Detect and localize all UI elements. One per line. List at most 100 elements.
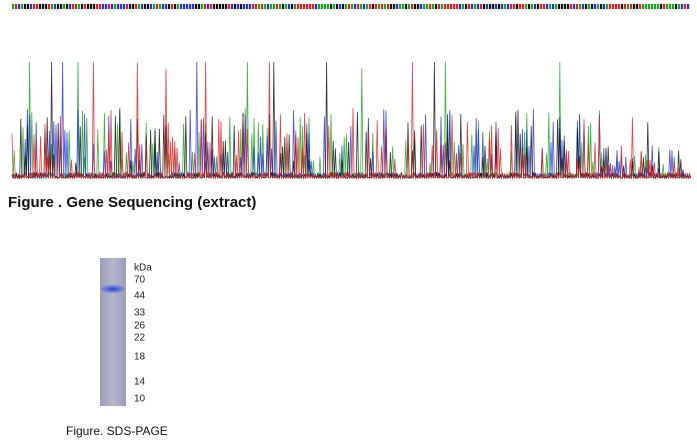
base-call xyxy=(207,4,210,9)
base-call xyxy=(282,4,285,9)
base-call xyxy=(354,4,357,9)
base-call xyxy=(540,4,543,9)
base-call xyxy=(237,4,240,9)
base-call xyxy=(189,4,192,9)
base-call xyxy=(99,4,102,9)
base-call xyxy=(120,4,123,9)
base-call xyxy=(597,4,600,9)
base-call xyxy=(87,4,90,9)
base-call xyxy=(555,4,558,9)
base-call xyxy=(255,4,258,9)
base-call xyxy=(57,4,60,9)
unit-label: kDa xyxy=(134,263,152,274)
base-call xyxy=(546,4,549,9)
base-call xyxy=(342,4,345,9)
base-call xyxy=(192,4,195,9)
base-call xyxy=(612,4,615,9)
base-call xyxy=(441,4,444,9)
base-call xyxy=(507,4,510,9)
base-call xyxy=(426,4,429,9)
base-call xyxy=(645,4,648,9)
base-call xyxy=(429,4,432,9)
base-call xyxy=(432,4,435,9)
base-call xyxy=(375,4,378,9)
base-call xyxy=(573,4,576,9)
base-call xyxy=(468,4,471,9)
base-call xyxy=(165,4,168,9)
base-call xyxy=(204,4,207,9)
base-call xyxy=(669,4,672,9)
base-call xyxy=(477,4,480,9)
base-call xyxy=(105,4,108,9)
base-call xyxy=(408,4,411,9)
base-call xyxy=(135,4,138,9)
base-call xyxy=(159,4,162,9)
base-call xyxy=(651,4,654,9)
base-call xyxy=(66,4,69,9)
base-call xyxy=(291,4,294,9)
base-call xyxy=(108,4,111,9)
base-call xyxy=(231,4,234,9)
base-call xyxy=(318,4,321,9)
base-call xyxy=(552,4,555,9)
base-call xyxy=(462,4,465,9)
base-call xyxy=(366,4,369,9)
base-call xyxy=(246,4,249,9)
base-call xyxy=(588,4,591,9)
base-call xyxy=(420,4,423,9)
base-call xyxy=(624,4,627,9)
base-call xyxy=(456,4,459,9)
base-call xyxy=(123,4,126,9)
base-call xyxy=(444,4,447,9)
base-call xyxy=(45,4,48,9)
base-call xyxy=(249,4,252,9)
base-call xyxy=(54,4,57,9)
base-call xyxy=(405,4,408,9)
base-call xyxy=(177,4,180,9)
base-call xyxy=(300,4,303,9)
base-call xyxy=(42,4,45,9)
chromatogram xyxy=(11,4,692,180)
marker-label: 10 xyxy=(134,394,146,405)
base-call xyxy=(90,4,93,9)
base-call xyxy=(474,4,477,9)
base-call xyxy=(336,4,339,9)
base-call xyxy=(114,4,117,9)
base-call xyxy=(180,4,183,9)
base-call xyxy=(471,4,474,9)
base-call xyxy=(561,4,564,9)
base-call xyxy=(672,4,675,9)
base-call xyxy=(567,4,570,9)
base-call xyxy=(96,4,99,9)
base-call xyxy=(111,4,114,9)
base-call xyxy=(225,4,228,9)
base-call xyxy=(453,4,456,9)
base-call xyxy=(168,4,171,9)
base-call xyxy=(633,4,636,9)
trace xyxy=(11,61,692,180)
base-call xyxy=(81,4,84,9)
base-call xyxy=(654,4,657,9)
base-call xyxy=(18,4,21,9)
base-call xyxy=(117,4,120,9)
base-call xyxy=(93,4,96,9)
base-call xyxy=(666,4,669,9)
base-call xyxy=(681,4,684,9)
base-call xyxy=(636,4,639,9)
base-call xyxy=(402,4,405,9)
base-call xyxy=(273,4,276,9)
base-call xyxy=(240,4,243,9)
base-call xyxy=(102,4,105,9)
base-call xyxy=(450,4,453,9)
base-call xyxy=(678,4,681,9)
base-call xyxy=(258,4,261,9)
base-call xyxy=(78,4,81,9)
base-call xyxy=(333,4,336,9)
base-call xyxy=(129,4,132,9)
base-call xyxy=(603,4,606,9)
marker-label: 26 xyxy=(134,321,146,332)
base-call xyxy=(378,4,381,9)
base-call xyxy=(522,4,525,9)
marker-label: 18 xyxy=(134,352,146,363)
base-call xyxy=(348,4,351,9)
